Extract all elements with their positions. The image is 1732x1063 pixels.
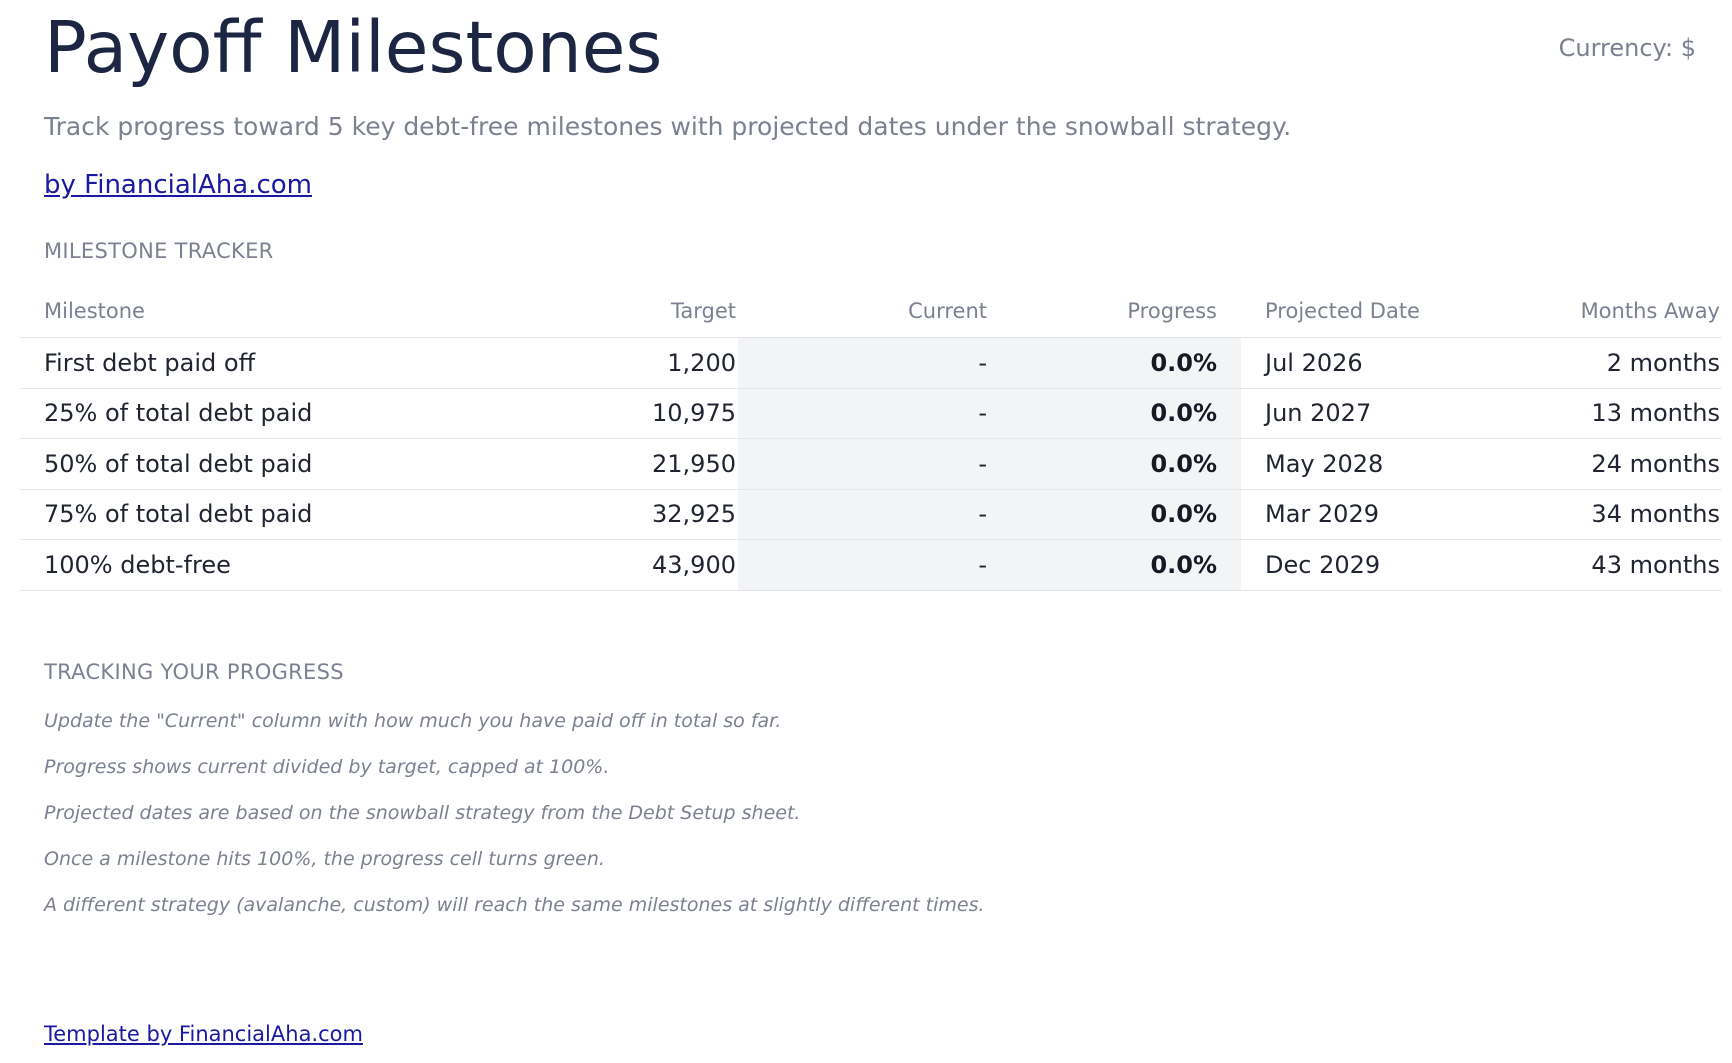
note-item: Projected dates are based on the snowbal… [44, 802, 801, 824]
milestone-tracker-table: Milestone Target Current Progress Projec… [20, 285, 1722, 591]
table-header-row: Milestone Target Current Progress Projec… [20, 285, 1722, 338]
milestone-name: 25% of total debt paid [20, 388, 384, 439]
page-title: Payoff Milestones [44, 6, 663, 89]
progress-percent: 0.0% [989, 438, 1241, 490]
current-amount-input[interactable]: - [738, 438, 989, 490]
table-row: 25% of total debt paid 10,975 - 0.0% Jun… [20, 388, 1722, 439]
tracking-progress-heading: TRACKING YOUR PROGRESS [44, 660, 344, 684]
note-item: A different strategy (avalanche, custom)… [44, 894, 985, 916]
progress-percent: 0.0% [989, 388, 1241, 439]
milestone-name: 100% debt-free [20, 539, 384, 591]
months-away: 34 months [1493, 489, 1722, 540]
table-row: First debt paid off 1,200 - 0.0% Jul 202… [20, 337, 1722, 389]
months-away: 43 months [1493, 539, 1722, 591]
target-amount: 43,900 [384, 539, 738, 591]
table-row: 100% debt-free 43,900 - 0.0% Dec 2029 43… [20, 539, 1722, 591]
current-amount-input[interactable]: - [738, 388, 989, 439]
current-amount-input[interactable]: - [738, 489, 989, 540]
column-header-current: Current [738, 285, 989, 338]
tracking-notes-list: Update the "Current" column with how muc… [44, 708, 985, 938]
column-header-projected-date: Projected Date [1241, 285, 1493, 338]
target-amount: 1,200 [384, 337, 738, 389]
milestone-name: 75% of total debt paid [20, 489, 384, 540]
note-item: Progress shows current divided by target… [44, 756, 610, 778]
note-item: Once a milestone hits 100%, the progress… [44, 848, 605, 870]
target-amount: 21,950 [384, 438, 738, 490]
projected-date: Jun 2027 [1241, 388, 1493, 439]
current-amount-input[interactable]: - [738, 337, 989, 389]
column-header-months-away: Months Away [1493, 285, 1722, 338]
brand-link[interactable]: by FinancialAha.com [44, 170, 312, 200]
projected-date: Jul 2026 [1241, 337, 1493, 389]
projected-date: Dec 2029 [1241, 539, 1493, 591]
progress-percent: 0.0% [989, 337, 1241, 389]
milestone-name: First debt paid off [20, 337, 384, 389]
target-amount: 32,925 [384, 489, 738, 540]
projected-date: Mar 2029 [1241, 489, 1493, 540]
progress-percent: 0.0% [989, 489, 1241, 540]
column-header-progress: Progress [989, 285, 1241, 338]
column-header-target: Target [384, 285, 738, 338]
column-header-milestone: Milestone [20, 285, 384, 338]
table-row: 50% of total debt paid 21,950 - 0.0% May… [20, 438, 1722, 490]
projected-date: May 2028 [1241, 438, 1493, 490]
milestone-tracker-heading: MILESTONE TRACKER [44, 239, 274, 263]
target-amount: 10,975 [384, 388, 738, 439]
note-item: Update the "Current" column with how muc… [44, 710, 782, 732]
milestone-name: 50% of total debt paid [20, 438, 384, 490]
months-away: 2 months [1493, 337, 1722, 389]
table-row: 75% of total debt paid 32,925 - 0.0% Mar… [20, 489, 1722, 540]
current-amount-input[interactable]: - [738, 539, 989, 591]
months-away: 13 months [1493, 388, 1722, 439]
months-away: 24 months [1493, 438, 1722, 490]
currency-label: Currency: $ [1558, 34, 1696, 62]
page-subtitle: Track progress toward 5 key debt-free mi… [44, 112, 1292, 141]
footer-template-link[interactable]: Template by FinancialAha.com [44, 1022, 363, 1046]
progress-percent: 0.0% [989, 539, 1241, 591]
